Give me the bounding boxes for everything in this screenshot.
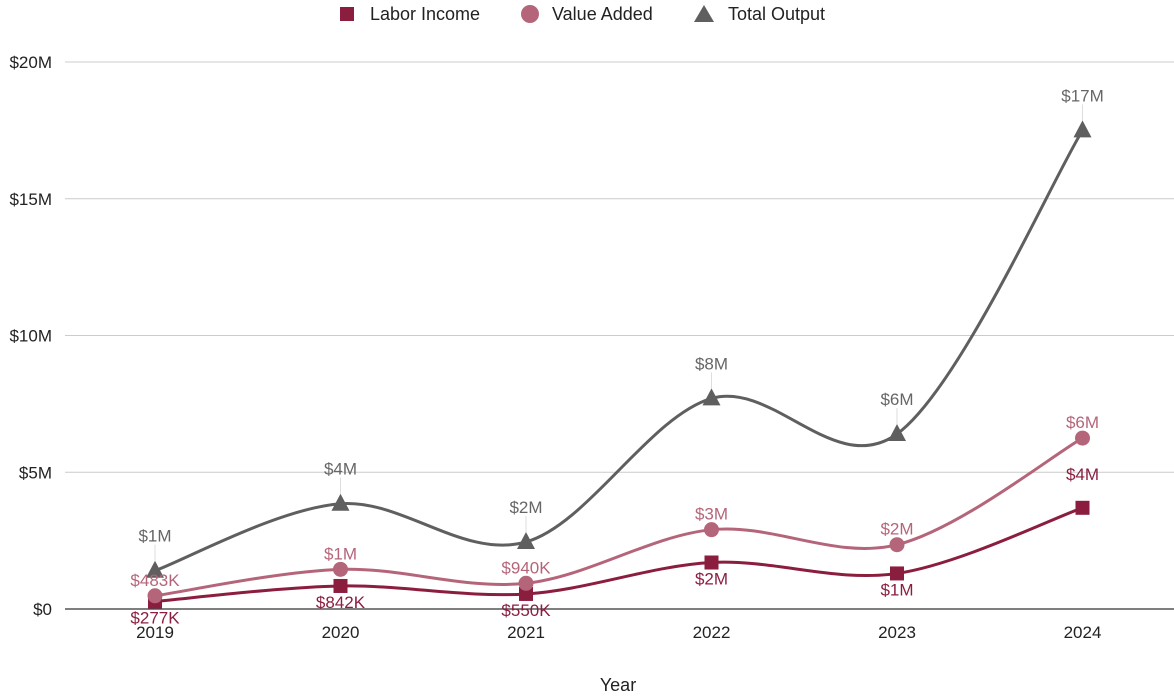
data-label-total-output: $8M — [695, 354, 728, 373]
data-label-value-added: $940K — [501, 558, 551, 577]
data-label-total-output: $4M — [324, 460, 357, 479]
data-point-labor-income[interactable] — [890, 566, 904, 581]
data-label-labor-income: $550K — [501, 601, 551, 620]
data-labels-layer: $277K $842K $550K $2M $1M $4M $483K $1M $940K $3M… — [130, 86, 1103, 627]
data-point-value-added[interactable] — [889, 537, 905, 553]
series-line-labor-income — [153, 506, 1084, 603]
data-label-labor-income: $1M — [880, 580, 913, 599]
data-label-labor-income: $4M — [1066, 465, 1099, 484]
x-tick-label: 2019 — [136, 623, 174, 642]
y-tick-label: $20M — [9, 53, 52, 72]
legend-label-labor-income: Labor Income — [370, 4, 480, 24]
x-axis-ticks: 2019 2020 2021 2022 2023 2024 — [136, 623, 1101, 642]
data-label-labor-income: $842K — [316, 593, 366, 612]
data-label-value-added: $483K — [130, 571, 180, 590]
x-tick-label: 2021 — [507, 623, 545, 642]
series-layer — [146, 120, 1092, 609]
y-tick-label: $10M — [9, 327, 52, 346]
legend-triangle-icon — [694, 5, 714, 22]
y-tick-label: $0 — [33, 600, 52, 619]
data-label-total-output: $17M — [1061, 86, 1104, 105]
series-line-total-output — [153, 128, 1084, 573]
data-point-labor-income[interactable] — [704, 555, 719, 570]
data-label-value-added: $1M — [324, 544, 357, 563]
y-tick-label: $5M — [19, 463, 52, 482]
data-point-total-output[interactable] — [331, 493, 350, 511]
y-tick-label: $15M — [9, 190, 52, 209]
data-point-total-output[interactable] — [888, 423, 906, 441]
legend-item-labor-income[interactable]: Labor Income — [340, 4, 480, 24]
data-point-total-output[interactable] — [146, 560, 164, 578]
x-tick-label: 2023 — [878, 623, 916, 642]
data-point-total-output[interactable] — [702, 388, 721, 406]
data-label-value-added: $3M — [695, 505, 728, 524]
data-label-value-added: $6M — [1066, 413, 1099, 432]
data-label-labor-income: $277K — [130, 608, 180, 627]
data-point-total-output[interactable] — [517, 531, 535, 549]
legend-square-icon — [340, 7, 354, 21]
x-axis-title: Year — [600, 675, 636, 695]
data-label-value-added: $2M — [880, 520, 913, 539]
legend-circle-icon — [521, 5, 539, 23]
data-point-value-added[interactable] — [1075, 430, 1090, 446]
data-point-value-added[interactable] — [518, 575, 534, 591]
data-point-value-added[interactable] — [704, 522, 719, 538]
data-point-value-added[interactable] — [333, 561, 348, 577]
legend-label-value-added: Value Added — [552, 4, 653, 24]
data-label-total-output: $1M — [138, 527, 171, 546]
y-axis-ticks: $0 $5M $10M $15M $20M — [9, 53, 52, 619]
x-tick-label: 2024 — [1064, 623, 1102, 642]
legend-item-total-output[interactable]: Total Output — [694, 4, 825, 24]
series-line-value-added — [153, 436, 1084, 598]
x-tick-label: 2022 — [693, 623, 731, 642]
data-label-total-output: $2M — [509, 498, 542, 517]
data-point-total-output[interactable] — [1073, 120, 1092, 138]
legend-label-total-output: Total Output — [728, 4, 825, 24]
data-point-labor-income[interactable] — [333, 578, 348, 593]
data-point-value-added[interactable] — [147, 588, 163, 604]
legend-item-value-added[interactable]: Value Added — [521, 4, 653, 24]
data-point-labor-income[interactable] — [1075, 500, 1090, 515]
data-point-labor-income[interactable] — [519, 586, 533, 601]
chart-legend: Labor Income Value Added Total Output — [340, 4, 825, 24]
data-label-total-output: $6M — [880, 390, 913, 409]
data-label-labor-income: $2M — [695, 570, 728, 589]
grid-lines — [65, 61, 1174, 610]
x-tick-label: 2020 — [322, 623, 360, 642]
